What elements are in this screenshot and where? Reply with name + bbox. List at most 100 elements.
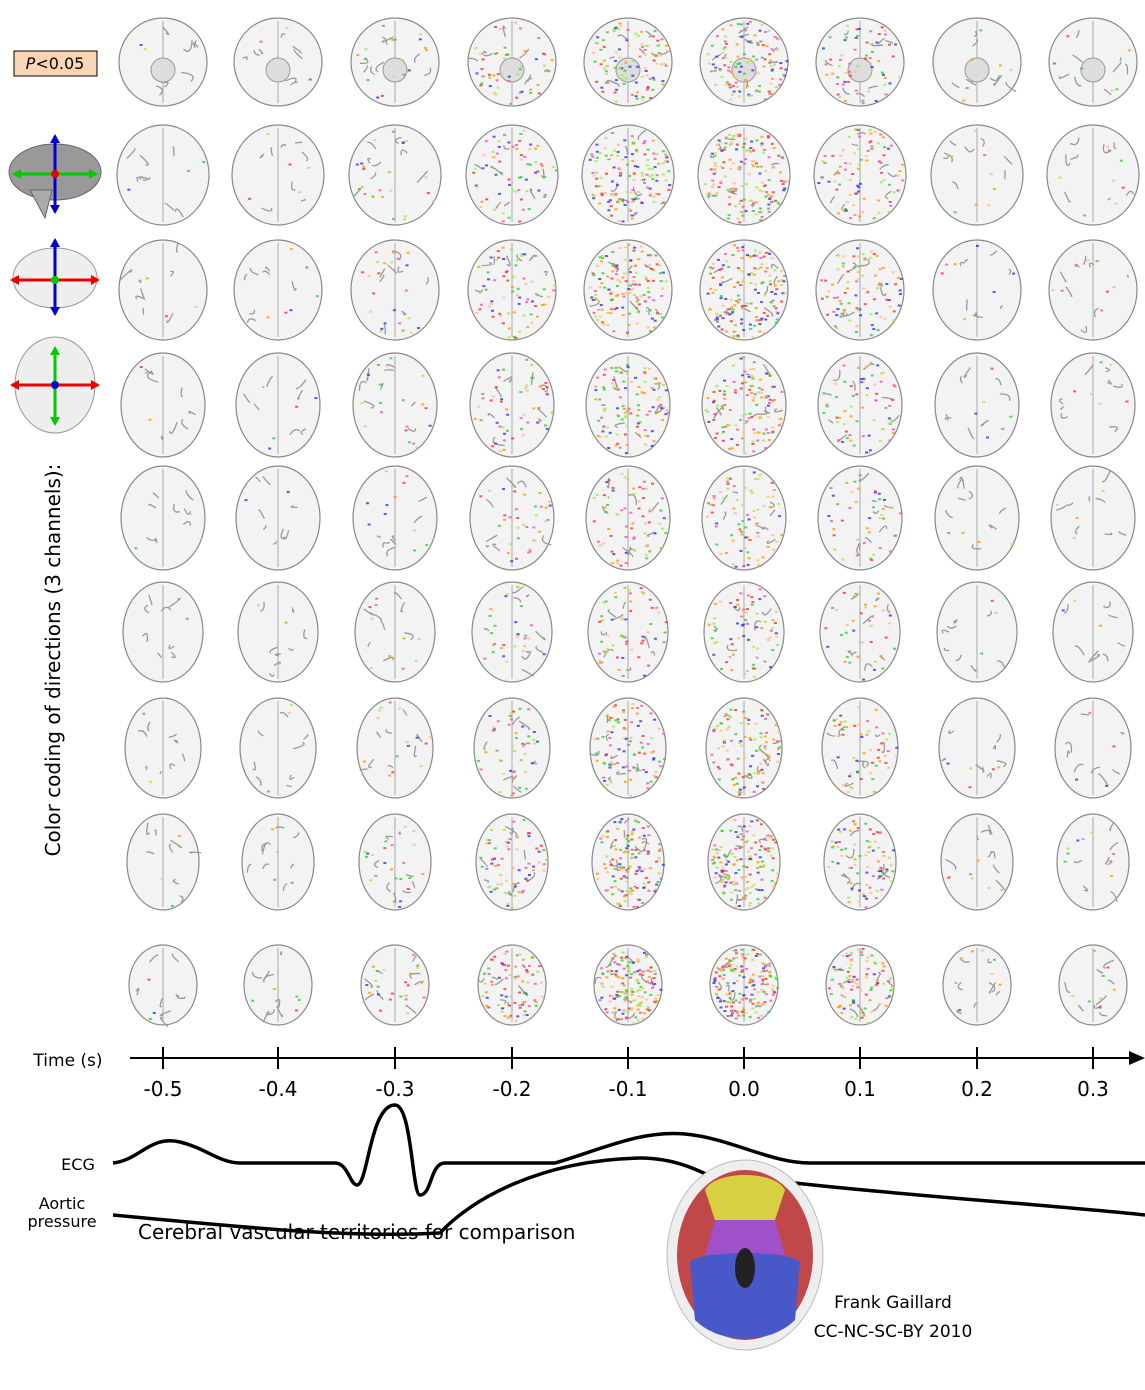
direction-voxel: [753, 160, 756, 162]
direction-voxel: [757, 564, 760, 566]
direction-voxel: [750, 820, 753, 822]
direction-voxel: [746, 953, 749, 955]
direction-voxel: [514, 976, 517, 978]
direction-voxel: [637, 982, 640, 984]
brain-slice: [702, 466, 786, 570]
direction-voxel: [856, 247, 859, 249]
direction-voxel: [1011, 543, 1014, 545]
direction-voxel: [866, 866, 869, 868]
direction-voxel: [521, 743, 524, 745]
direction-voxel: [770, 301, 773, 303]
direction-voxel: [835, 314, 838, 316]
direction-voxel: [784, 69, 787, 71]
direction-voxel: [882, 609, 885, 611]
direction-voxel: [499, 450, 502, 452]
direction-voxel: [647, 851, 650, 853]
direction-voxel: [723, 394, 726, 396]
direction-voxel: [593, 520, 596, 522]
direction-voxel: [602, 777, 605, 779]
direction-voxel: [497, 369, 500, 371]
direction-voxel: [519, 27, 522, 29]
direction-voxel: [736, 444, 739, 446]
direction-voxel: [668, 184, 671, 186]
direction-voxel: [492, 730, 495, 732]
direction-voxel: [650, 268, 653, 270]
direction-voxel: [632, 1022, 635, 1024]
direction-voxel: [365, 48, 368, 50]
direction-voxel: [637, 1009, 640, 1011]
direction-voxel: [511, 745, 514, 747]
direction-voxel: [838, 184, 841, 186]
direction-voxel: [752, 210, 755, 212]
direction-voxel: [842, 955, 845, 957]
brain-slice: [700, 18, 788, 106]
direction-voxel: [1001, 428, 1004, 430]
direction-voxel: [732, 540, 735, 542]
direction-voxel: [1080, 68, 1083, 70]
direction-voxel: [855, 90, 858, 92]
direction-voxel: [880, 373, 883, 375]
direction-voxel: [855, 325, 858, 327]
direction-voxel: [882, 179, 885, 181]
direction-voxel: [628, 589, 631, 591]
direction-voxel: [782, 189, 785, 191]
direction-voxel: [758, 1005, 761, 1007]
direction-voxel: [756, 785, 759, 787]
brain-slice: [935, 466, 1019, 570]
direction-voxel: [740, 36, 743, 38]
direction-voxel: [837, 756, 840, 758]
direction-voxel: [609, 744, 612, 746]
direction-voxel: [637, 191, 640, 193]
direction-voxel: [752, 949, 755, 951]
direction-voxel: [758, 173, 761, 175]
direction-voxel: [612, 953, 615, 955]
direction-voxel: [725, 859, 728, 861]
direction-voxel: [605, 481, 608, 483]
direction-voxel: [660, 547, 663, 549]
direction-voxel: [849, 440, 852, 442]
direction-voxel: [488, 306, 491, 308]
direction-voxel: [974, 130, 977, 132]
direction-voxel: [877, 860, 880, 862]
direction-voxel: [488, 886, 491, 888]
direction-voxel: [1108, 150, 1111, 152]
brainstem: [848, 58, 872, 82]
direction-voxel: [760, 823, 763, 825]
direction-voxel: [532, 869, 535, 871]
direction-voxel: [877, 60, 880, 62]
direction-voxel: [643, 140, 646, 142]
direction-voxel: [493, 889, 496, 891]
direction-voxel: [508, 80, 511, 82]
direction-voxel: [534, 148, 537, 150]
direction-voxel: [502, 212, 505, 214]
direction-voxel: [747, 41, 750, 43]
direction-voxel: [635, 296, 638, 298]
direction-voxel: [868, 887, 871, 889]
direction-voxel: [504, 953, 507, 955]
direction-voxel: [880, 172, 883, 174]
direction-voxel: [855, 393, 858, 395]
direction-voxel: [615, 273, 618, 275]
direction-voxel: [862, 948, 865, 950]
direction-voxel: [594, 389, 597, 391]
direction-voxel: [757, 72, 760, 74]
direction-voxel: [546, 519, 549, 521]
direction-voxel: [526, 163, 529, 165]
direction-voxel: [764, 318, 767, 320]
direction-voxel: [664, 632, 667, 634]
direction-voxel: [738, 791, 741, 793]
direction-voxel: [1009, 416, 1012, 418]
direction-voxel: [625, 738, 628, 740]
direction-voxel: [763, 864, 766, 866]
direction-voxel: [738, 742, 741, 744]
direction-voxel: [849, 179, 852, 181]
direction-voxel: [851, 173, 854, 175]
direction-voxel: [714, 876, 717, 878]
direction-voxel: [756, 648, 759, 650]
direction-voxel: [888, 439, 891, 441]
direction-voxel: [514, 978, 517, 980]
direction-voxel: [766, 754, 769, 756]
direction-voxel: [856, 35, 859, 37]
direction-voxel: [547, 70, 550, 72]
direction-voxel: [722, 317, 725, 319]
